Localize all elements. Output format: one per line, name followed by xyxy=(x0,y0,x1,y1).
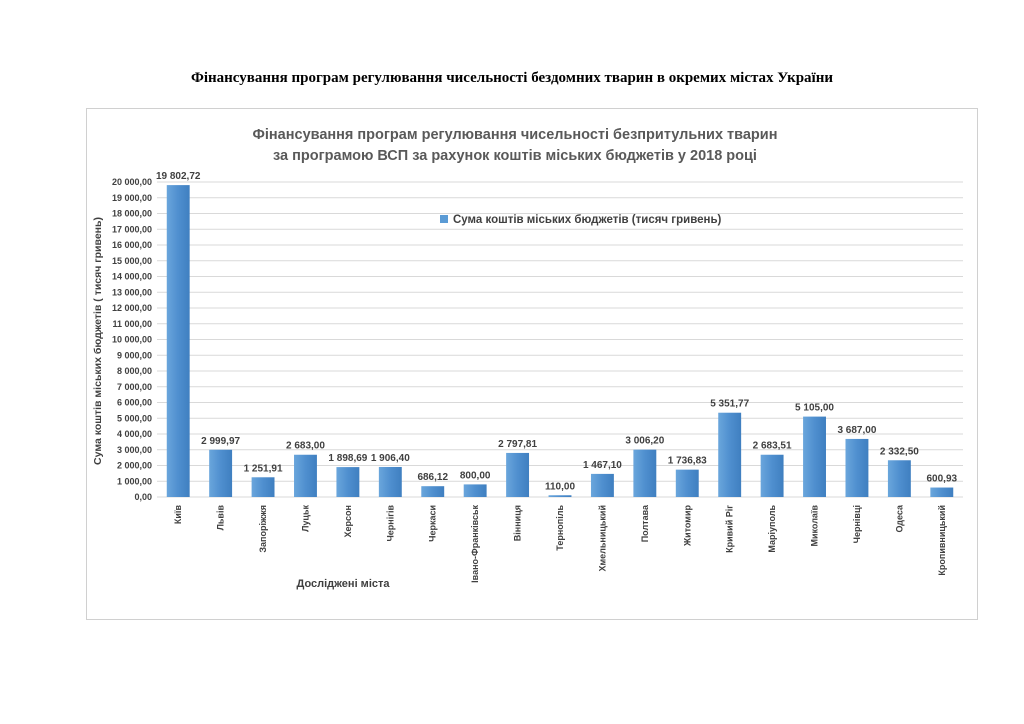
y-axis-ticks: 0,00 1 000,00 2 000,00 3 000,00 4 000,00 5 00… xyxy=(112,177,152,502)
y-tick-label: 2 000,00 xyxy=(117,461,152,471)
y-tick-label: 11 000,00 xyxy=(112,319,152,329)
bar xyxy=(760,454,784,497)
data-label: 3 687,00 xyxy=(837,425,876,436)
bar xyxy=(251,477,275,497)
y-axis-label: Сума коштів міських бюджетів ( тисяч гри… xyxy=(92,217,104,465)
data-label: 110,00 xyxy=(545,481,575,492)
data-label: 1 906,40 xyxy=(371,453,410,464)
x-axis-label: Досліджені міста xyxy=(296,578,390,590)
bar xyxy=(930,487,954,497)
x-tick-label: Запоріжжя xyxy=(258,505,268,553)
data-label: 2 797,81 xyxy=(498,439,537,450)
y-tick-label: 17 000,00 xyxy=(112,224,152,234)
data-label: 2 332,50 xyxy=(880,446,919,457)
bar-chart: Фінансування програм регулювання чисельн… xyxy=(92,127,963,590)
bar xyxy=(336,467,360,497)
y-tick-label: 15 000,00 xyxy=(112,256,152,266)
x-tick-label: Вінниця xyxy=(513,505,523,541)
x-tick-label: Миколаїв xyxy=(810,505,820,547)
bar xyxy=(675,469,699,497)
bar xyxy=(378,466,402,497)
x-tick-label: Кривий Ріг xyxy=(725,505,735,553)
chart-frame: Фінансування програм регулювання чисельн… xyxy=(86,108,978,620)
x-tick-label: Полтава xyxy=(640,504,650,542)
x-tick-label: Одеса xyxy=(894,504,904,532)
x-tick-label: Хмельницький xyxy=(597,505,607,572)
y-tick-label: 20 000,00 xyxy=(112,177,152,187)
data-labels: 19 802,72 2 999,97 1 251,912 683,001 898,6… xyxy=(156,171,958,492)
y-tick-label: 3 000,00 xyxy=(117,445,152,455)
x-tick-label: Чернігів xyxy=(385,505,395,542)
y-tick-label: 13 000,00 xyxy=(112,287,152,297)
x-axis-ticks: Київ Львів Запоріжжя Луцьк Херсон Чернігів Чер… xyxy=(173,504,947,583)
y-tick-label: 18 000,00 xyxy=(112,209,152,219)
legend-swatch xyxy=(440,215,448,223)
data-label: 5 105,00 xyxy=(795,403,834,414)
bar xyxy=(463,484,487,497)
bar xyxy=(803,416,826,497)
data-label: 686,12 xyxy=(417,472,448,483)
chart-subtitle: за програмою ВСП за рахунок коштів міськ… xyxy=(273,148,757,164)
bar xyxy=(166,185,190,497)
x-tick-label: Київ xyxy=(173,505,183,525)
data-label: 800,00 xyxy=(460,470,491,481)
data-label: 600,93 xyxy=(926,474,957,485)
y-tick-label: 0,00 xyxy=(134,492,152,502)
bars xyxy=(166,185,954,497)
y-tick-label: 6 000,00 xyxy=(117,398,152,408)
bar xyxy=(845,438,869,497)
data-label: 1 898,69 xyxy=(328,453,367,464)
y-tick-label: 12 000,00 xyxy=(112,303,152,313)
x-tick-label: Тернопіль xyxy=(555,505,565,551)
x-tick-label: Львів xyxy=(216,505,226,531)
page-title: Фінансування програм регулювання чисельн… xyxy=(190,70,834,86)
data-label: 1 467,10 xyxy=(583,460,622,471)
y-tick-label: 7 000,00 xyxy=(117,382,152,392)
data-label: 3 006,20 xyxy=(625,436,664,447)
data-label: 2 999,97 xyxy=(201,436,240,447)
x-tick-label: Житомир xyxy=(682,505,692,548)
legend: Сума коштів міських бюджетів (тисяч грив… xyxy=(440,214,722,226)
x-tick-label: Луцьк xyxy=(300,505,310,532)
y-tick-label: 9 000,00 xyxy=(117,350,152,360)
data-label: 1 251,91 xyxy=(244,463,283,474)
bar xyxy=(506,452,530,497)
x-tick-label: Черкаси xyxy=(428,505,438,542)
chart-title: Фінансування програм регулювання чисельн… xyxy=(253,127,778,143)
bar xyxy=(294,454,317,497)
y-tick-label: 5 000,00 xyxy=(117,413,152,423)
y-tick-label: 19 000,00 xyxy=(112,193,152,203)
data-label: 2 683,51 xyxy=(753,441,792,452)
x-tick-label: Івано-Франківськ xyxy=(470,505,480,583)
bar xyxy=(718,412,742,497)
y-tick-label: 14 000,00 xyxy=(112,272,152,282)
x-tick-label: Кропивницький xyxy=(937,505,947,576)
bar xyxy=(209,449,233,497)
bar xyxy=(633,449,657,497)
bar xyxy=(590,473,614,497)
y-tick-label: 1 000,00 xyxy=(117,476,152,486)
data-label: 5 351,77 xyxy=(710,399,749,410)
bar xyxy=(887,460,911,497)
y-tick-label: 16 000,00 xyxy=(112,240,152,250)
data-label: 2 683,00 xyxy=(286,441,325,452)
data-label: 19 802,72 xyxy=(156,171,201,182)
gridlines xyxy=(157,181,963,498)
y-tick-label: 4 000,00 xyxy=(117,429,152,439)
x-tick-label: Херсон xyxy=(343,505,353,537)
legend-label: Сума коштів міських бюджетів (тисяч грив… xyxy=(453,214,722,226)
y-tick-label: 10 000,00 xyxy=(112,335,152,345)
y-tick-label: 8 000,00 xyxy=(117,366,152,376)
x-tick-label: Чернівці xyxy=(852,505,862,543)
data-label: 1 736,83 xyxy=(668,456,707,467)
bar xyxy=(548,495,572,497)
bar xyxy=(421,486,445,497)
x-tick-label: Маріуполь xyxy=(767,505,777,553)
